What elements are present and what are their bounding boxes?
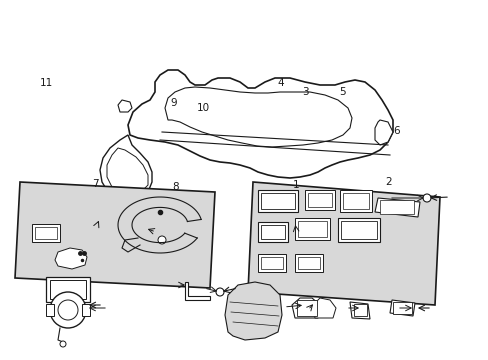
Text: 8: 8 [172, 182, 179, 192]
Bar [297, 257, 319, 269]
Bar [82, 304, 90, 316]
Bar [294, 218, 329, 240]
Bar [258, 254, 285, 272]
Bar [297, 221, 326, 237]
Text: 10: 10 [196, 103, 209, 113]
Bar [46, 304, 54, 316]
Text: 7: 7 [92, 179, 99, 189]
Text: 11: 11 [40, 78, 53, 88]
Bar [340, 221, 376, 239]
Polygon shape [224, 282, 282, 340]
Circle shape [50, 292, 86, 328]
Bar [261, 225, 285, 239]
Polygon shape [107, 148, 148, 195]
Bar [337, 218, 379, 242]
Text: 4: 4 [277, 78, 284, 88]
Bar [35, 227, 57, 239]
Polygon shape [100, 135, 152, 200]
Bar [261, 257, 283, 269]
Polygon shape [291, 298, 319, 318]
Polygon shape [128, 70, 392, 178]
Bar [261, 193, 294, 209]
Circle shape [422, 194, 430, 202]
Bar [379, 200, 413, 214]
Circle shape [60, 341, 66, 347]
Polygon shape [389, 300, 414, 316]
Text: 3: 3 [302, 87, 308, 97]
Polygon shape [312, 298, 335, 318]
Bar [353, 304, 366, 316]
Circle shape [216, 288, 224, 296]
Bar [50, 280, 86, 299]
Bar [258, 190, 297, 212]
Polygon shape [55, 248, 87, 269]
Bar [307, 193, 331, 207]
Text: 5: 5 [338, 87, 345, 97]
Polygon shape [374, 198, 419, 217]
Circle shape [58, 300, 78, 320]
Bar [339, 190, 371, 212]
Bar [305, 190, 334, 210]
Bar [32, 224, 60, 242]
Text: 1: 1 [292, 180, 299, 190]
Polygon shape [374, 120, 392, 145]
Bar [296, 300, 316, 316]
Polygon shape [247, 182, 439, 305]
Bar [294, 254, 323, 272]
Bar [342, 193, 368, 209]
Polygon shape [15, 182, 215, 288]
Bar [46, 277, 90, 302]
Polygon shape [118, 100, 132, 112]
Polygon shape [164, 87, 351, 147]
Polygon shape [184, 282, 209, 300]
Circle shape [158, 236, 165, 244]
Text: 2: 2 [385, 177, 391, 187]
Text: 6: 6 [392, 126, 399, 136]
Polygon shape [349, 302, 369, 319]
Text: 9: 9 [170, 98, 177, 108]
Bar [392, 302, 411, 314]
Bar [258, 222, 287, 242]
